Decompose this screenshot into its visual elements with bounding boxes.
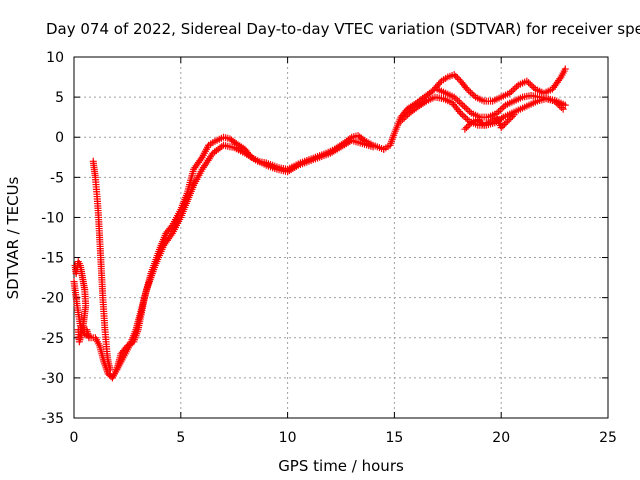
- data-point: [466, 88, 474, 96]
- data-point: [402, 112, 410, 120]
- series-track-secondary: [113, 136, 377, 374]
- series-late-mid: [433, 85, 569, 121]
- x-axis-ticks: 0 5 10 15 20 25: [70, 57, 617, 446]
- series-track-main: [70, 132, 388, 382]
- data-point: [466, 120, 474, 128]
- series-late-upper: [380, 65, 569, 153]
- series-late-dips: [461, 111, 518, 133]
- data-point: [525, 79, 533, 87]
- data-point: [462, 104, 470, 112]
- data-point: [421, 98, 429, 106]
- data-point: [495, 108, 503, 116]
- data-point: [463, 85, 471, 93]
- data-point: [561, 65, 569, 73]
- x-tick-label: 0: [70, 430, 79, 446]
- y-tick-label: -5: [50, 170, 64, 186]
- data-point: [85, 334, 93, 342]
- data-point: [399, 116, 407, 124]
- data-point: [455, 98, 463, 106]
- data-point: [106, 366, 114, 374]
- data-point: [460, 112, 468, 120]
- y-tick-label: -30: [41, 371, 64, 387]
- data-point: [499, 122, 507, 130]
- data-point: [510, 111, 518, 119]
- data-point: [454, 96, 462, 104]
- data-point: [465, 87, 473, 95]
- data-point: [502, 119, 510, 127]
- data-point: [462, 124, 470, 132]
- data-point: [400, 114, 408, 122]
- data-point: [500, 120, 508, 128]
- data-point: [468, 90, 476, 98]
- data-point: [511, 84, 519, 92]
- data-point: [463, 116, 471, 124]
- x-tick-label: 10: [279, 430, 297, 446]
- data-point: [461, 125, 469, 133]
- data-point: [453, 74, 461, 82]
- data-point: [513, 83, 521, 91]
- data-point: [462, 83, 470, 91]
- y-tick-label: 10: [46, 50, 64, 66]
- data-point: [496, 106, 504, 114]
- grid: [74, 57, 608, 418]
- data-point: [497, 124, 505, 132]
- data-point: [508, 112, 516, 120]
- data-point: [197, 155, 205, 163]
- x-axis-label: GPS time / hours: [278, 457, 404, 475]
- data-point: [459, 101, 467, 109]
- y-tick-label: -15: [41, 251, 64, 267]
- x-tick-label: 15: [385, 430, 403, 446]
- data-point: [452, 95, 460, 103]
- y-tick-label: 0: [55, 130, 64, 146]
- data-point: [470, 92, 478, 100]
- data-point: [464, 106, 472, 114]
- plot-frame: [73, 56, 609, 419]
- data-point: [460, 103, 468, 111]
- data-point: [530, 83, 538, 91]
- data-point: [462, 114, 470, 122]
- chart-title: Day 074 of 2022, Sidereal Day-to-day VTE…: [46, 20, 640, 38]
- data-point: [436, 79, 444, 87]
- series-early-loop: [71, 258, 93, 346]
- x-tick-label: 20: [492, 430, 510, 446]
- y-tick-label: -10: [41, 210, 64, 226]
- data-point: [464, 122, 472, 130]
- y-axis-label: SDTVAR / TECUs: [4, 176, 22, 299]
- data-point: [498, 104, 506, 112]
- data-point: [504, 117, 512, 125]
- data-point: [561, 101, 569, 109]
- series-early-spike: [89, 157, 114, 374]
- data-point: [505, 116, 513, 124]
- y-tick-label: 5: [55, 90, 64, 106]
- data-point: [466, 108, 474, 116]
- data-point: [498, 114, 506, 122]
- data-point: [397, 117, 405, 125]
- data-point: [458, 111, 466, 119]
- data-point: [507, 87, 515, 95]
- data-point: [528, 82, 536, 90]
- y-axis-ticks: -35 -30 -25 -20 -15 -10 -5 0 5 10: [41, 50, 608, 427]
- x-tick-label: 5: [176, 430, 185, 446]
- data-point: [556, 75, 564, 83]
- data-point: [523, 77, 531, 85]
- data-point: [506, 89, 514, 97]
- data-points: [70, 65, 569, 382]
- data-point: [167, 231, 175, 239]
- y-tick-label: -35: [41, 411, 64, 427]
- data-point: [500, 103, 508, 111]
- data-point: [452, 72, 460, 80]
- data-point: [526, 80, 534, 88]
- y-tick-label: -20: [41, 291, 64, 307]
- data-point: [450, 93, 458, 101]
- y-tick-label: -25: [41, 331, 64, 347]
- data-point: [457, 109, 465, 117]
- data-point: [507, 114, 515, 122]
- data-point: [457, 100, 465, 108]
- data-point: [369, 143, 377, 151]
- data-point: [450, 71, 458, 79]
- data-point: [509, 86, 517, 94]
- x-tick-label: 25: [599, 430, 617, 446]
